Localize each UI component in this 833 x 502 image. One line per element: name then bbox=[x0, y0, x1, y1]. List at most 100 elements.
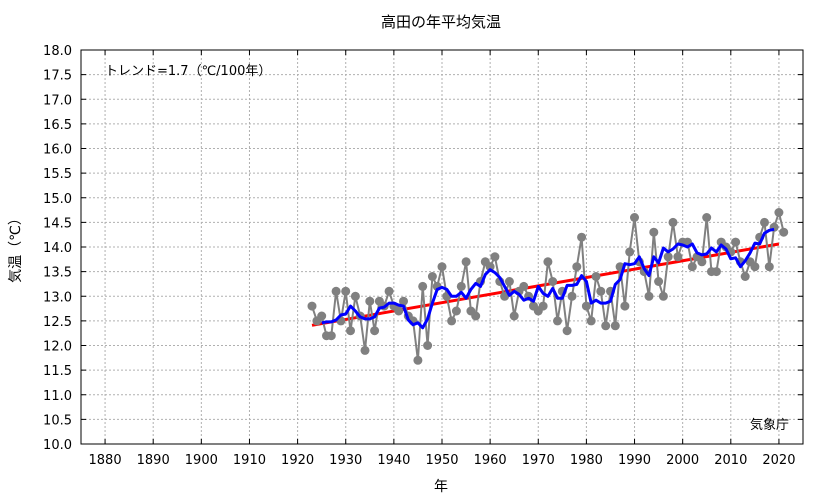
annual-data-point bbox=[423, 341, 433, 350]
x-tick-label: 1920 bbox=[281, 453, 314, 468]
annual-data-point bbox=[553, 316, 562, 326]
annual-data-point bbox=[658, 291, 668, 301]
annual-data-point bbox=[538, 301, 548, 311]
annual-data-point bbox=[740, 272, 750, 281]
annual-data-point bbox=[779, 227, 789, 237]
moving-average-layer bbox=[321, 227, 775, 330]
annual-data-point bbox=[630, 213, 639, 222]
annual-data-point bbox=[620, 301, 630, 311]
annual-data-point bbox=[461, 257, 471, 267]
credit-label: 気象庁 bbox=[750, 417, 789, 433]
y-tick-label: 16.0 bbox=[43, 143, 72, 158]
annual-data-point bbox=[548, 277, 558, 286]
annual-data-point bbox=[490, 252, 500, 262]
annual-data-point bbox=[365, 296, 375, 306]
grid bbox=[81, 50, 803, 444]
annual-data-point bbox=[350, 291, 360, 301]
annual-data-point bbox=[572, 262, 582, 272]
annual-data-point bbox=[331, 286, 341, 296]
annual-data-point bbox=[427, 272, 437, 281]
annual-data-point bbox=[586, 316, 596, 326]
annual-data-point bbox=[562, 326, 572, 336]
y-tick-label: 12.0 bbox=[43, 340, 72, 355]
y-tick-label: 15.0 bbox=[43, 192, 72, 207]
annual-data-point bbox=[610, 321, 620, 331]
annual-data-point bbox=[437, 262, 447, 272]
y-tick-label: 14.5 bbox=[43, 216, 72, 231]
annual-data-point bbox=[317, 311, 327, 321]
annual-data-point bbox=[346, 326, 355, 336]
annual-data-point bbox=[673, 252, 683, 262]
annual-data-point bbox=[504, 277, 514, 286]
annual-data-point bbox=[750, 262, 760, 272]
x-tick-label: 1890 bbox=[137, 453, 170, 468]
annual-data-point bbox=[447, 316, 457, 326]
annual-data-point bbox=[711, 267, 721, 277]
y-tick-label: 10.0 bbox=[43, 438, 72, 453]
x-tick-label: 2020 bbox=[762, 453, 795, 468]
annual-data-point bbox=[697, 257, 707, 267]
annual-data-point bbox=[774, 208, 784, 217]
annual-data-point bbox=[326, 331, 336, 341]
x-tick-label: 1900 bbox=[185, 453, 218, 468]
annual-data-point bbox=[413, 355, 423, 365]
x-axis-label: 年 bbox=[434, 479, 448, 495]
annual-data-point bbox=[360, 345, 370, 355]
annual-data-point bbox=[760, 217, 769, 227]
y-tick-label: 15.5 bbox=[43, 167, 72, 182]
annual-data-point bbox=[485, 262, 495, 272]
x-tick-label: 1950 bbox=[425, 453, 458, 468]
annual-data-point bbox=[471, 311, 481, 321]
annual-data-point bbox=[591, 272, 601, 281]
annual-data-point bbox=[543, 257, 553, 267]
annual-data-point bbox=[384, 286, 394, 296]
annual-data-point bbox=[509, 311, 519, 321]
x-tick-label: 1990 bbox=[618, 453, 651, 468]
y-tick-label: 11.5 bbox=[43, 364, 72, 379]
annual-data-point bbox=[519, 281, 529, 291]
annual-data-point bbox=[500, 291, 510, 301]
y-tick-label: 18.0 bbox=[43, 44, 72, 59]
annual-data-point bbox=[731, 237, 741, 247]
x-tick-label: 1880 bbox=[89, 453, 122, 468]
trend-annotation: トレンド=1.7（℃/100年） bbox=[105, 64, 271, 79]
y-tick-label: 12.5 bbox=[43, 315, 72, 330]
chart-title: 高田の年平均気温 bbox=[381, 13, 501, 31]
x-tick-label: 1910 bbox=[233, 453, 266, 468]
annual-data-point bbox=[764, 262, 774, 272]
moving-average-line bbox=[321, 227, 775, 330]
annual-data-point bbox=[399, 296, 408, 306]
annual-data-point bbox=[596, 286, 606, 296]
annual-data-point bbox=[702, 213, 712, 222]
annual-data-point bbox=[577, 232, 587, 242]
x-tick-label: 1930 bbox=[329, 453, 362, 468]
tick-layer: 10.0 10.5 11.0 11.5 12.0 12.5 13.0 13.5 14.0 14.5… bbox=[43, 44, 803, 468]
x-tick-label: 1960 bbox=[474, 453, 507, 468]
annual-data-point bbox=[394, 306, 404, 316]
y-tick-label: 13.0 bbox=[43, 290, 72, 305]
y-tick-label: 17.5 bbox=[43, 69, 72, 84]
annual-data-point bbox=[625, 247, 635, 257]
x-tick-label: 1970 bbox=[522, 453, 555, 468]
x-tick-label: 2010 bbox=[714, 453, 747, 468]
annual-data-point bbox=[687, 262, 697, 272]
annual-data-point bbox=[644, 291, 654, 301]
y-tick-label: 10.5 bbox=[43, 413, 72, 428]
y-tick-label: 14.0 bbox=[43, 241, 72, 256]
y-axis-label: 気温（℃） bbox=[8, 211, 24, 283]
annual-data-point bbox=[567, 291, 577, 301]
annual-data-point bbox=[451, 306, 461, 316]
y-tick-label: 13.5 bbox=[43, 266, 72, 281]
x-tick-label: 2000 bbox=[666, 453, 699, 468]
x-tick-label: 1940 bbox=[377, 453, 410, 468]
annual-data-point bbox=[341, 286, 351, 296]
annual-data-point bbox=[370, 326, 380, 336]
annual-data-point bbox=[601, 321, 611, 331]
y-tick-label: 16.5 bbox=[43, 118, 72, 133]
annual-data-point bbox=[307, 301, 317, 311]
y-tick-label: 11.0 bbox=[43, 389, 72, 404]
plot-frame bbox=[80, 49, 804, 445]
annual-data-point bbox=[668, 217, 678, 227]
